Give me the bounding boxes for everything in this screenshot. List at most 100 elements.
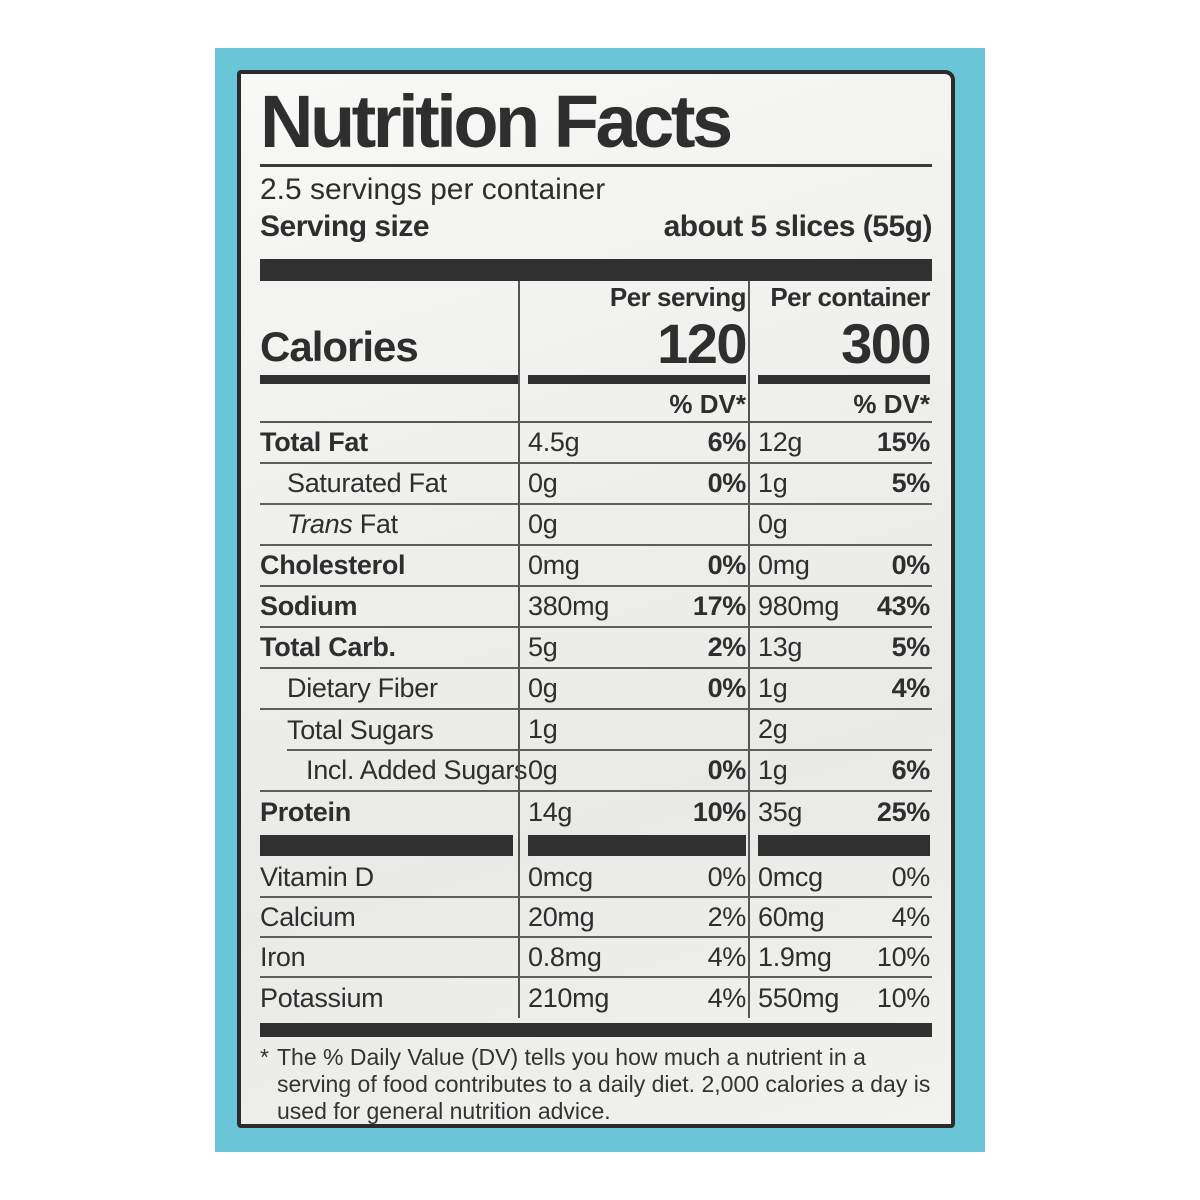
dv-header-container: % DV* xyxy=(748,387,932,423)
package-background: Nutrition Facts 2.5 servings per contain… xyxy=(215,48,985,1152)
nutrient-row-total-carb: Total Carb. 5g 2% 13g 5% xyxy=(260,628,932,669)
title-divider xyxy=(260,164,932,167)
nutrient-name: Sodium xyxy=(260,591,358,621)
per-container-dv: 5% xyxy=(891,632,931,662)
nutrient-name: Trans Fat xyxy=(287,509,398,539)
per-serving-dv: 4% xyxy=(707,982,747,1013)
serving-size-label: Serving size xyxy=(260,210,430,243)
bar-segment xyxy=(260,835,513,856)
calories-underline-row xyxy=(260,372,932,387)
per-container-dv: 25% xyxy=(876,797,930,827)
nutrient-row-saturated-fat: Saturated Fat 0g 0% 1g 5% xyxy=(260,464,932,505)
per-container-amount: 60mg xyxy=(758,901,825,932)
footnote-asterisk: * xyxy=(260,1044,269,1070)
per-container-dv: 10% xyxy=(876,941,930,972)
nutrient-row-total-sugars: Total Sugars 1g 2g xyxy=(260,710,932,751)
bar-segment xyxy=(758,835,930,856)
calories-label: Calories xyxy=(260,323,419,370)
per-serving-amount: 4.5g xyxy=(528,427,580,457)
per-container-dv: 0% xyxy=(891,550,931,580)
dv-header-serving: % DV* xyxy=(518,387,748,423)
per-serving-amount: 0g xyxy=(528,673,558,703)
nutrition-facts-label: Nutrition Facts 2.5 servings per contain… xyxy=(237,70,955,1128)
calories-per-container-value: 300 xyxy=(841,312,931,375)
per-serving-column-header: Per serving xyxy=(518,281,748,314)
per-serving-dv: 0% xyxy=(707,673,747,703)
per-serving-amount: 0g xyxy=(528,468,558,498)
per-serving-amount: 0mcg xyxy=(528,861,593,892)
vitamin-row-calcium: Calcium 20mg 2% 60mg 4% xyxy=(260,898,932,938)
per-container-amount: 1g xyxy=(758,468,788,498)
per-container-amount: 35g xyxy=(758,797,803,827)
per-serving-dv: 2% xyxy=(707,632,747,662)
per-serving-dv: 6% xyxy=(707,427,747,457)
vitamin-row-vitamin-d: Vitamin D 0mcg 0% 0mcg 0% xyxy=(260,858,932,898)
per-serving-dv: 2% xyxy=(707,901,747,932)
per-container-amount: 0mcg xyxy=(758,861,823,892)
nutrient-row-trans-fat: Trans Fat 0g 0g xyxy=(260,505,932,546)
per-container-amount: 2g xyxy=(758,714,788,744)
per-container-dv: 4% xyxy=(891,673,931,703)
nutrient-row-protein: Protein 14g 10% 35g 25% xyxy=(260,792,932,833)
nutrient-name: Dietary Fiber xyxy=(287,673,438,703)
per-serving-dv: 0% xyxy=(707,755,747,785)
calories-per-serving-value: 120 xyxy=(657,312,747,375)
per-serving-amount: 0g xyxy=(528,755,558,785)
vitamin-row-iron: Iron 0.8mg 4% 1.9mg 10% xyxy=(260,938,932,978)
per-container-amount: 980mg xyxy=(758,591,840,621)
per-serving-amount: 1g xyxy=(528,714,558,744)
section-bar-top xyxy=(260,259,932,281)
nutrient-name: Total Carb. xyxy=(260,632,396,662)
nutrient-name: Total Fat xyxy=(260,427,368,457)
per-container-amount: 550mg xyxy=(758,982,840,1013)
per-serving-amount: 20mg xyxy=(528,901,595,932)
per-serving-amount: 14g xyxy=(528,797,573,827)
per-container-amount: 0g xyxy=(758,509,788,539)
nutrient-row-dietary-fiber: Dietary Fiber 0g 0% 1g 4% xyxy=(260,669,932,710)
per-serving-amount: 5g xyxy=(528,632,558,662)
nutrient-row-sodium: Sodium 380mg 17% 980mg 43% xyxy=(260,587,932,628)
per-serving-dv: 4% xyxy=(707,941,747,972)
nutrient-name: Total Sugars xyxy=(287,715,434,745)
nutrient-name: Protein xyxy=(260,797,351,827)
vitamin-row-potassium: Potassium 210mg 4% 550mg 10% xyxy=(260,978,932,1018)
serving-size-value: about 5 slices (55g) xyxy=(663,210,933,243)
calories-row: Calories 120 300 xyxy=(260,314,932,372)
section-bar-bottom xyxy=(260,1023,932,1037)
spacer-cell xyxy=(260,387,518,423)
nutrient-name: Saturated Fat xyxy=(287,468,447,498)
nutrient-name: Calcium xyxy=(260,901,356,932)
spacer-cell xyxy=(260,281,518,314)
servings-per-container: 2.5 servings per container xyxy=(260,173,606,206)
per-container-amount: 0mg xyxy=(758,550,810,580)
per-container-column-header: Per container xyxy=(748,281,932,314)
nutrient-name: Vitamin D xyxy=(260,861,374,892)
per-container-dv: 4% xyxy=(891,901,931,932)
per-serving-underline-bar xyxy=(528,375,746,384)
per-container-dv: 10% xyxy=(876,982,930,1013)
bar-segment xyxy=(528,835,746,856)
per-serving-amount: 0mg xyxy=(528,550,580,580)
nutrient-row-added-sugars: Incl. Added Sugars 0g 0% 1g 6% xyxy=(260,751,932,792)
per-container-amount: 1g xyxy=(758,755,788,785)
per-container-dv: 0% xyxy=(891,861,931,892)
nutrient-row-cholesterol: Cholesterol 0mg 0% 0mg 0% xyxy=(260,546,932,587)
per-container-amount: 1g xyxy=(758,673,788,703)
nutrient-name: Cholesterol xyxy=(260,550,406,580)
per-serving-amount: 210mg xyxy=(528,982,610,1013)
label-title: Nutrition Facts xyxy=(260,80,733,163)
section-bar-middle xyxy=(260,833,932,858)
nutrient-name: Potassium xyxy=(260,982,384,1013)
per-serving-dv: 0% xyxy=(707,550,747,580)
per-container-amount: 12g xyxy=(758,427,803,457)
dv-footnote: * The % Daily Value (DV) tells you how m… xyxy=(260,1044,932,1124)
per-container-dv: 6% xyxy=(891,755,931,785)
calories-header-row: Per serving Per container xyxy=(260,281,932,314)
nutrient-row-total-fat: Total Fat 4.5g 6% 12g 15% xyxy=(260,423,932,464)
per-container-dv: 43% xyxy=(876,591,930,621)
per-serving-amount: 380mg xyxy=(528,591,610,621)
per-container-amount: 1.9mg xyxy=(758,941,832,972)
nutrient-name: Iron xyxy=(260,941,306,972)
per-container-dv: 15% xyxy=(876,427,930,457)
